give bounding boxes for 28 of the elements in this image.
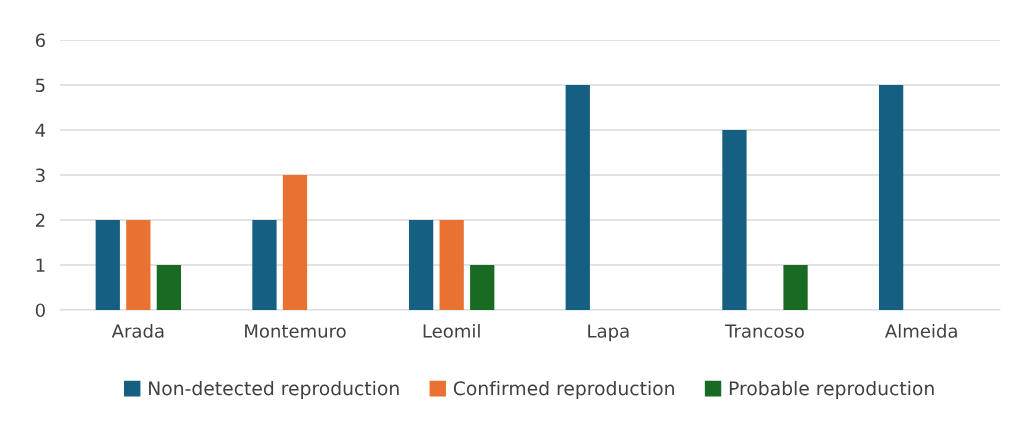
- y-tick-label: 4: [35, 123, 46, 137]
- x-tick-label: Montemuro: [245, 324, 346, 338]
- bar: [408, 220, 434, 310]
- x-tick-label: Trancoso: [725, 324, 804, 338]
- bar: [439, 220, 464, 310]
- x-tick-label: Leomil: [423, 323, 480, 338]
- bar: [252, 220, 277, 310]
- y-tick-label: 3: [36, 168, 45, 183]
- y-tick-label: 6: [35, 33, 45, 48]
- x-tick-label: Lapa: [588, 324, 629, 342]
- bar: [282, 175, 308, 310]
- y-tick-label: 1: [36, 258, 45, 272]
- bar: [878, 85, 904, 310]
- y-tick-label: 2: [35, 213, 45, 227]
- legend-label: Non-detected reproduction: [149, 380, 399, 400]
- x-tick-label: Arada: [111, 323, 164, 338]
- y-tick-label: 0: [35, 303, 45, 318]
- bar: [126, 220, 151, 310]
- legend-label: Confirmed reproduction: [453, 380, 674, 400]
- bar: [470, 265, 495, 310]
- x-tick-label: Almeida: [885, 323, 957, 338]
- bar: [565, 85, 590, 310]
- bar: [95, 220, 120, 310]
- legend-label: Probable reproduction: [729, 380, 934, 400]
- bar: [722, 130, 747, 310]
- bar: [783, 265, 808, 310]
- y-tick-label: 5: [36, 78, 45, 93]
- bar: [156, 265, 182, 310]
